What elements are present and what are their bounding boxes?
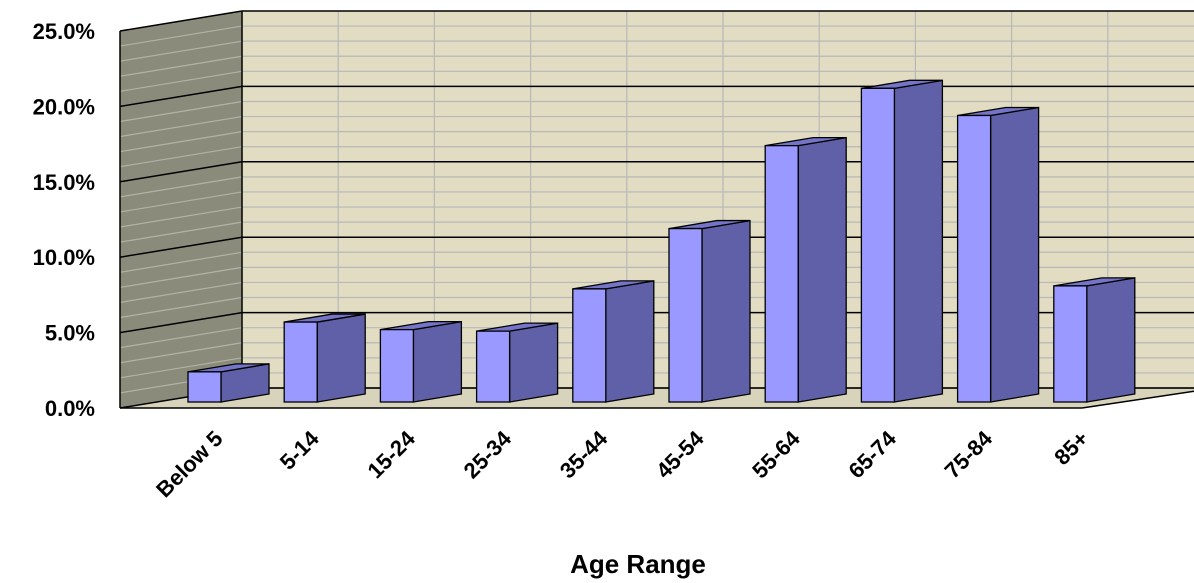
x-tick-label: 55-64 — [747, 425, 805, 483]
bar-front — [668, 227, 703, 403]
bar-side — [508, 322, 559, 403]
major-gridline-side — [119, 85, 243, 108]
bar-front — [956, 114, 992, 403]
x-tick-label: 65-74 — [843, 425, 901, 483]
minor-gridline-side — [119, 100, 243, 123]
y-tick-label: 15.0% — [33, 170, 95, 195]
bar-side — [1086, 277, 1136, 403]
bar — [379, 320, 463, 403]
chart-bars — [187, 79, 1136, 403]
minor-gridline-side — [119, 266, 243, 288]
side-wall — [120, 11, 242, 408]
bar-side — [989, 106, 1040, 403]
minor-gridline-side — [119, 206, 243, 228]
bar — [187, 363, 270, 403]
y-axis-tick-labels: 0.0% 5.0% 10.0% 15.0% 20.0% 25.0% — [33, 19, 95, 421]
bar-side — [605, 280, 655, 403]
minor-gridline-side — [119, 70, 243, 92]
minor-gridline-side — [119, 357, 243, 379]
x-axis-tick-labels: Below 5 5-14 15-24 25-34 35-44 45-54 55-64 65-7… — [151, 425, 1093, 502]
minor-gridline-side — [119, 191, 243, 213]
bar-side — [412, 320, 463, 403]
bar-front — [379, 328, 415, 403]
major-gridline-side — [119, 10, 243, 32]
bar-side — [797, 136, 847, 403]
minor-gridline-side — [119, 146, 243, 168]
y-tick-label: 0.0% — [45, 396, 95, 421]
major-gridline-side — [119, 161, 243, 183]
x-tick-label: 15-24 — [362, 425, 420, 483]
x-tick-label: 85+ — [1049, 426, 1093, 470]
bar-front — [860, 87, 896, 403]
bar — [860, 79, 944, 403]
minor-gridline-side — [119, 221, 243, 243]
minor-gridline-side — [119, 281, 243, 304]
minor-gridline-side — [119, 342, 243, 364]
bar-front — [1053, 285, 1088, 403]
y-tick-label: 25.0% — [33, 19, 95, 44]
x-tick-label: 25-34 — [459, 425, 517, 483]
minor-gridline-side — [119, 131, 243, 153]
bar — [572, 280, 655, 403]
x-tick-label: 45-54 — [651, 425, 709, 483]
x-tick-label: 5-14 — [275, 425, 324, 474]
minor-gridline-side — [119, 296, 243, 319]
minor-gridline-side — [119, 55, 243, 77]
bar-front — [572, 288, 607, 403]
minor-gridline-side — [119, 115, 243, 138]
bar — [764, 136, 847, 403]
bar — [956, 106, 1040, 403]
bar-side — [893, 79, 944, 403]
x-tick-label: 35-44 — [555, 425, 613, 483]
minor-gridline-side — [119, 40, 243, 62]
y-tick-label: 10.0% — [33, 245, 95, 270]
y-tick-label: 20.0% — [33, 94, 95, 119]
bar-front — [764, 144, 799, 403]
minor-gridline-side — [119, 25, 243, 47]
x-tick-label: 75-84 — [940, 425, 998, 483]
minor-gridline-side — [119, 327, 243, 349]
minor-gridline-side — [119, 176, 243, 198]
x-axis-title: Age Range — [570, 549, 706, 579]
bar — [668, 219, 751, 403]
major-gridline-side — [119, 236, 243, 258]
minor-gridline-side — [119, 251, 243, 273]
bar-side — [316, 313, 366, 403]
major-gridline-side — [119, 311, 243, 334]
y-tick-label: 5.0% — [45, 321, 95, 346]
bar-side — [701, 219, 751, 403]
bar-front — [187, 371, 222, 403]
bar — [475, 322, 559, 403]
bar — [283, 313, 366, 403]
bar-front — [475, 330, 511, 403]
x-tick-label: Below 5 — [151, 426, 227, 502]
bar-front — [283, 321, 318, 403]
bar — [1053, 277, 1136, 403]
